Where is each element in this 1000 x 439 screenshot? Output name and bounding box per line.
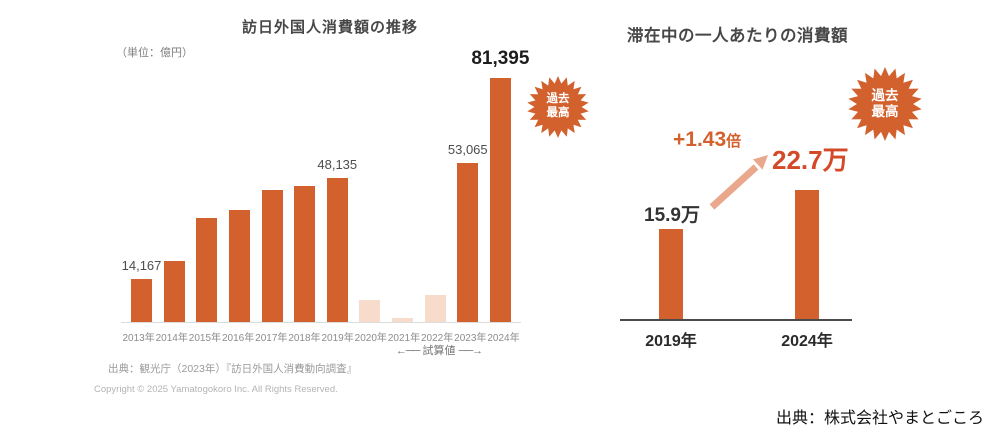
bar-2017年	[261, 190, 283, 322]
record-high-badge-text: 過去 最高	[872, 88, 899, 120]
bar-2014年	[163, 261, 185, 322]
x-label-2014年: 2014年	[155, 333, 188, 344]
trial-arrow-left-icon: ←──	[395, 345, 421, 357]
trial-arrow-right-icon: ──→	[458, 345, 484, 357]
bar-2022年	[424, 295, 446, 322]
bar-column-2021年	[392, 318, 413, 322]
bar-2020年	[359, 300, 381, 322]
trial-note-label: 試算値	[422, 345, 456, 357]
badge-line: 過去	[871, 87, 899, 103]
bar-column-2022年	[424, 295, 446, 322]
left-chart-unit-label: （単位：億円）	[116, 47, 193, 59]
badge-line: 過去	[546, 93, 570, 106]
growth-suffix: 倍	[726, 133, 742, 150]
bar-column-2018年	[294, 186, 316, 322]
x-label-2018年: 2018年	[288, 333, 321, 344]
left-chart-bars: 14,167 48,135 53,065 81,395	[122, 48, 529, 322]
bar-value-label: 14,167	[121, 258, 162, 273]
record-high-badge-left: 過去 最高	[527, 76, 589, 138]
right-chart-title: 滞在中の一人あたりの消費額	[627, 27, 848, 45]
badge-line: 最高	[871, 104, 899, 119]
footer-source: 出典：株式会社やまとごころ	[775, 410, 984, 427]
trial-value-note: ←── 試算値 ──→	[382, 342, 496, 358]
x-label-2013年: 2013年	[122, 333, 155, 344]
right-chart-axis	[620, 319, 852, 321]
left-chart-source: 出典：観光庁（2023年）『訪日外国人消費動向調査』	[108, 363, 358, 375]
bar-2023年	[457, 163, 479, 322]
left-chart-baseline	[121, 322, 521, 323]
bar-value-label: 81,395	[471, 48, 530, 69]
bar-2015年	[196, 218, 218, 322]
bar-2021年	[392, 318, 413, 322]
bar-column-2015年	[196, 218, 218, 322]
year-label-2024年: 2024年	[781, 333, 833, 350]
bar-2013年	[131, 279, 152, 322]
bar-column-2020年	[359, 300, 381, 322]
x-label-2021年: 2021年	[387, 333, 421, 344]
bar-value-label: 53,065	[447, 142, 488, 157]
left-chart-xlabels: 2013年 2014年 2015年 2016年 2017年 2018年 2019年 2020年…	[122, 329, 520, 344]
bar-value-label: 48,135	[317, 157, 358, 172]
bar-column-2024年: 81,395	[471, 48, 529, 322]
bar-column-2017年	[261, 190, 283, 322]
bar-column-2014年	[163, 261, 185, 322]
badge-line: 最高	[546, 107, 570, 119]
record-high-badge-text: 過去 最高	[547, 93, 570, 121]
growth-value: +1.43	[673, 128, 727, 151]
bar-2024年	[795, 190, 819, 320]
bar-column-2013年: 14,167	[122, 258, 161, 322]
x-label-2020年: 2020年	[354, 333, 387, 344]
x-label-2023年: 2023年	[454, 333, 487, 344]
x-label-2016年: 2016年	[221, 333, 255, 344]
bar-column-2016年	[228, 210, 250, 322]
bar-2024年	[489, 78, 511, 322]
x-label-2024年: 2024年	[487, 333, 520, 344]
record-high-badge-right: 過去 最高	[848, 67, 922, 141]
growth-arrow-icon	[709, 155, 768, 210]
value-label-2024: 22.7万	[772, 145, 849, 175]
bar-column-2019年: 48,135	[317, 157, 357, 322]
x-label-2019年: 2019年	[321, 333, 354, 344]
bar-2018年	[294, 186, 316, 322]
x-label-2015年: 2015年	[188, 333, 222, 344]
bar-2019年	[326, 178, 348, 322]
bar-2016年	[228, 210, 250, 322]
bar-2019年	[659, 229, 683, 320]
x-label-2022年: 2022年	[421, 333, 454, 344]
copyright-text: Copyright © 2025 Yamatogokoro Inc. All R…	[94, 384, 338, 395]
left-chart-title: 訪日外国人消費額の推移	[241, 19, 418, 36]
value-label-2019: 15.9万	[644, 205, 700, 226]
growth-multiplier-label: +1.43倍	[673, 128, 741, 152]
year-label-2019年: 2019年	[645, 333, 697, 350]
x-label-2017年: 2017年	[255, 333, 288, 344]
bar-column-2023年: 53,065	[448, 142, 488, 322]
